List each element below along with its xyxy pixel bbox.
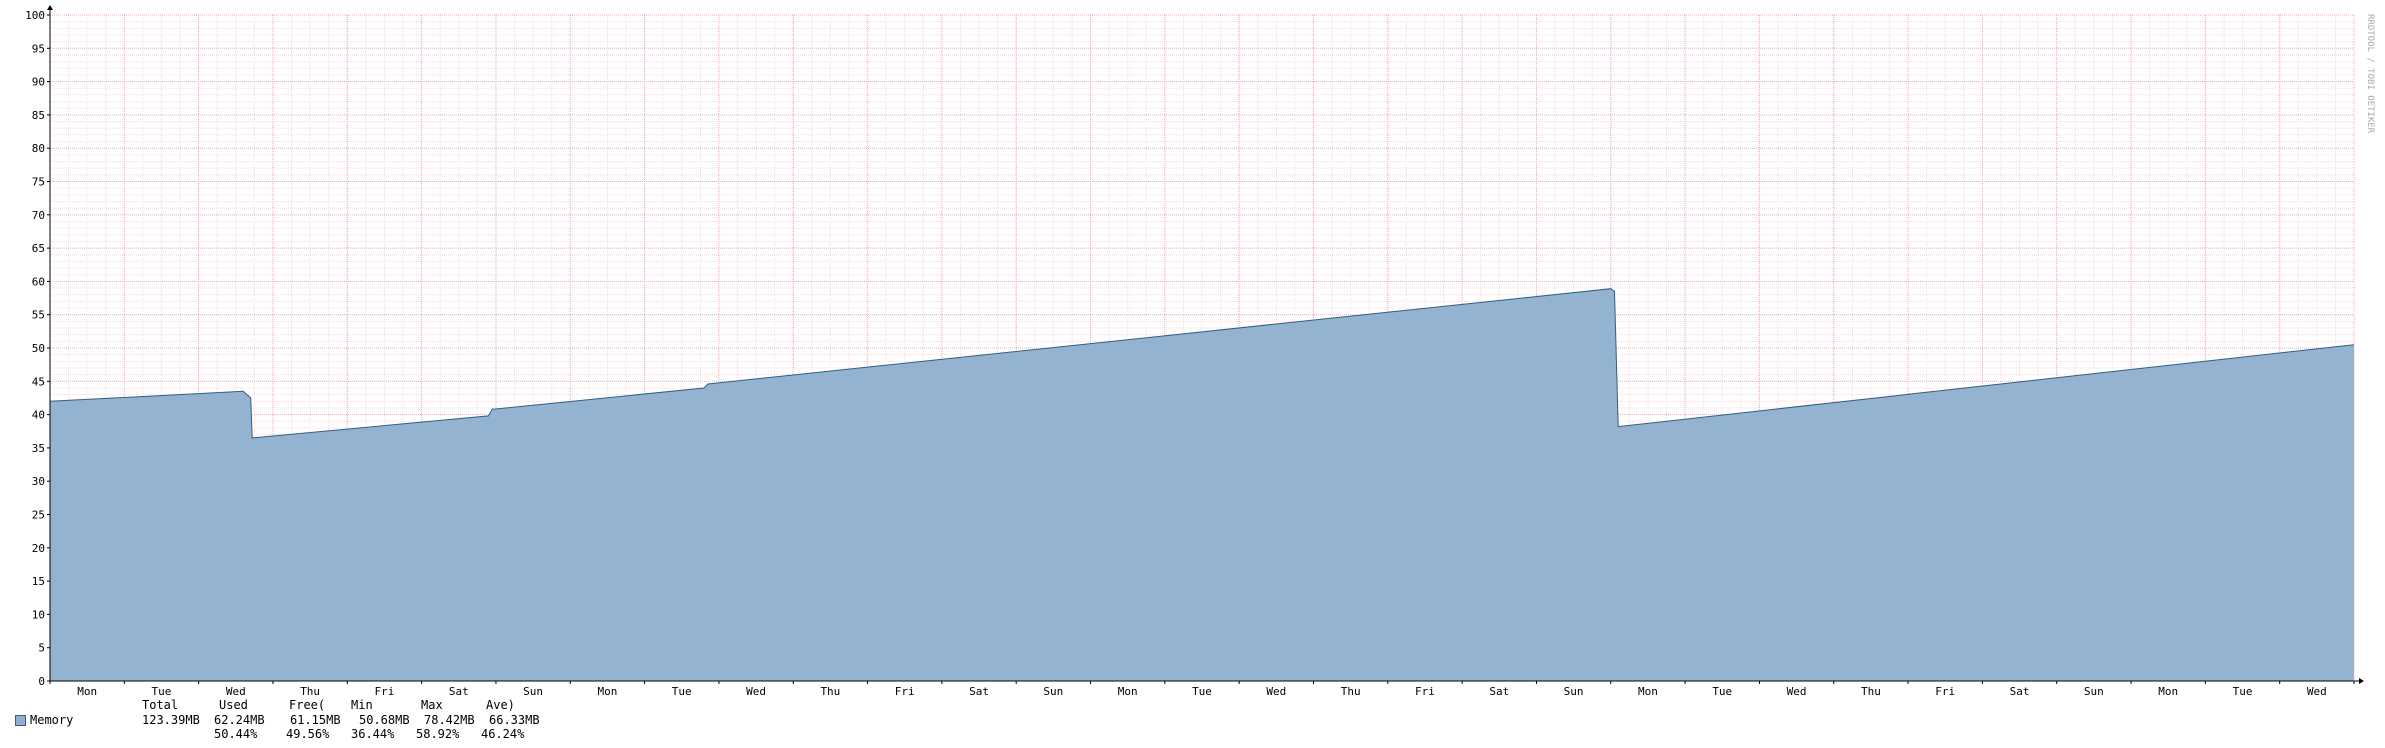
legend-percent-cell: 36.44% bbox=[351, 727, 395, 741]
x-axis-arrow bbox=[2359, 678, 2364, 684]
x-tick-label: Thu bbox=[1341, 685, 1361, 698]
legend-percent-cell: 46.24% bbox=[481, 727, 525, 741]
legend-percent-cell: 50.44% bbox=[214, 727, 258, 741]
y-tick-label: 45 bbox=[32, 375, 45, 388]
x-tick-label: Thu bbox=[300, 685, 320, 698]
x-tick-label: Sat bbox=[1489, 685, 1509, 698]
x-tick-label: Tue bbox=[1712, 685, 1732, 698]
legend-header-cell: Free( bbox=[289, 698, 326, 712]
y-tick-label: 40 bbox=[32, 409, 45, 422]
x-tick-label: Sun bbox=[1043, 685, 1063, 698]
legend-value-cell: 50.68MB bbox=[359, 713, 410, 727]
memory-line bbox=[49, 288, 2355, 439]
legend-percent-cell: 58.92% bbox=[416, 727, 460, 741]
x-tick-label: Fri bbox=[375, 685, 395, 698]
y-tick-labels: 0 5 10 15 20 25 30 35 40 45 50 55 60 65 70 75 80 85 90 95 10… bbox=[25, 9, 45, 688]
x-tick-label: Wed bbox=[226, 685, 246, 698]
x-tick-label: Mon bbox=[1638, 685, 1658, 698]
x-tick-label: Tue bbox=[152, 685, 172, 698]
legend-value-cell: 66.33MB bbox=[489, 713, 540, 727]
legend-value-cell: 61.15MB bbox=[290, 713, 341, 727]
legend-value-cell: 78.42MB bbox=[424, 713, 475, 727]
y-tick-label: 80 bbox=[32, 142, 45, 155]
x-tick-label: Fri bbox=[895, 685, 915, 698]
legend-header: Total Used Free( Min Max Ave) bbox=[14, 698, 614, 712]
legend-header-cell: Min bbox=[351, 698, 373, 712]
legend-series-name: Memory bbox=[30, 713, 74, 727]
x-tick-label: Sun bbox=[1564, 685, 1584, 698]
legend-value-cell: 123.39MB bbox=[142, 713, 200, 727]
legend-header-cell: Max bbox=[421, 698, 443, 712]
y-tick-label: 50 bbox=[32, 342, 45, 355]
legend-header-cell: Total bbox=[142, 698, 179, 712]
y-tick-label: 55 bbox=[32, 309, 45, 322]
memory-swatch bbox=[15, 715, 26, 726]
y-tick-label: 85 bbox=[32, 109, 45, 122]
x-tick-label: Fri bbox=[1935, 685, 1955, 698]
rrdtool-watermark: RRDTOOL / TOBI OETIKER bbox=[2365, 14, 2375, 134]
x-tick-label: Tue bbox=[672, 685, 692, 698]
y-tick-label: 90 bbox=[32, 76, 45, 89]
x-tick-label: Mon bbox=[1118, 685, 1138, 698]
y-tick-label: 100 bbox=[25, 9, 45, 22]
x-tick-label: Tue bbox=[2233, 685, 2253, 698]
x-tick-label: Fri bbox=[1415, 685, 1435, 698]
x-tick-label: Sun bbox=[523, 685, 543, 698]
x-tick-label: Wed bbox=[746, 685, 766, 698]
y-tick-label: 70 bbox=[32, 209, 45, 222]
y-tick-label: 20 bbox=[32, 542, 45, 555]
y-tick-label: 15 bbox=[32, 575, 45, 588]
legend-header-cell: Used bbox=[219, 698, 248, 712]
legend-percent-cell: 49.56% bbox=[286, 727, 330, 741]
x-tick-label: Thu bbox=[1861, 685, 1881, 698]
x-tick-label: Wed bbox=[1266, 685, 1286, 698]
x-tick-label: Wed bbox=[2307, 685, 2327, 698]
y-tick-label: 75 bbox=[32, 176, 45, 189]
x-tick-labels: Mon Tue Wed Thu Fri Sat Sun Mon Tue Wed Thu Fri Sat S… bbox=[77, 685, 2327, 698]
legend-value-cell: 62.24MB bbox=[214, 713, 265, 727]
legend-values: 123.39MB 62.24MB 61.15MB 50.68MB 78.42MB 66.3… bbox=[14, 713, 614, 727]
y-tick-label: 10 bbox=[32, 608, 45, 621]
axes bbox=[47, 5, 2364, 684]
y-tick-label: 0 bbox=[38, 675, 45, 688]
y-tick-label: 65 bbox=[32, 242, 45, 255]
x-tick-label: Sun bbox=[2084, 685, 2104, 698]
legend-percents: 50.44% 49.56% 36.44% 58.92% 46.24% bbox=[14, 727, 614, 741]
x-tick-label: Wed bbox=[1787, 685, 1807, 698]
x-tick-label: Tue bbox=[1192, 685, 1212, 698]
x-tick-label: Mon bbox=[2158, 685, 2178, 698]
y-tick-label: 95 bbox=[32, 42, 45, 55]
memory-area bbox=[49, 288, 2355, 681]
x-tick-label: Sat bbox=[449, 685, 469, 698]
y-tick-label: 30 bbox=[32, 475, 45, 488]
x-tick-label: Thu bbox=[820, 685, 840, 698]
y-tick-label: 35 bbox=[32, 442, 45, 455]
x-tick-label: Mon bbox=[77, 685, 97, 698]
y-tick-label: 5 bbox=[38, 642, 45, 655]
memory-area-fill bbox=[50, 288, 2354, 681]
y-tick-label: 25 bbox=[32, 509, 45, 522]
y-axis-arrow bbox=[47, 5, 53, 10]
x-tick-label: Mon bbox=[597, 685, 617, 698]
x-tick-label: Sat bbox=[969, 685, 989, 698]
x-tick-label: Sat bbox=[2010, 685, 2030, 698]
legend-header-cell: Ave) bbox=[486, 698, 515, 712]
y-tick-label: 60 bbox=[32, 275, 45, 288]
